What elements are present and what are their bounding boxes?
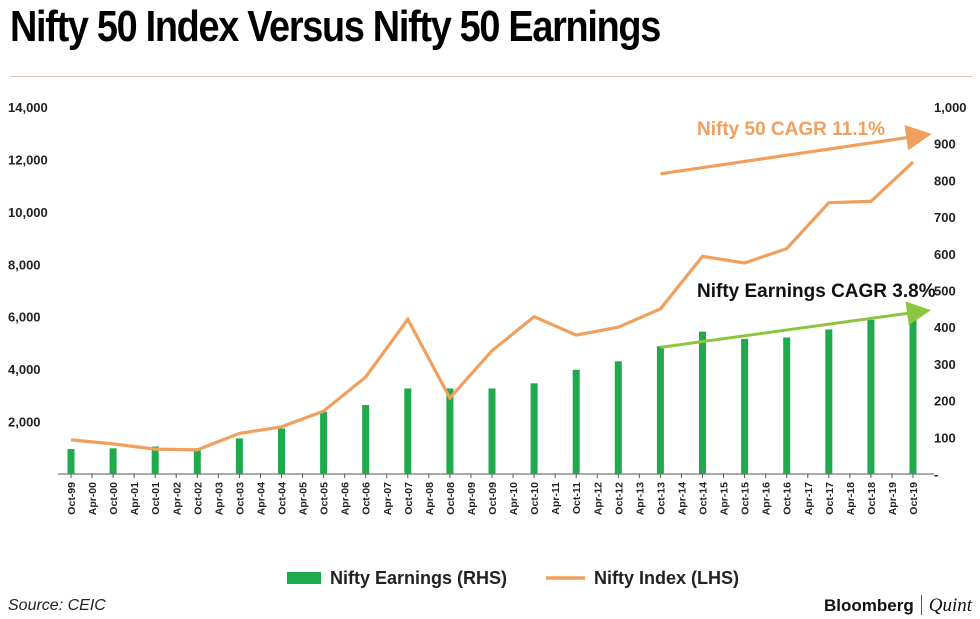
earnings-bar [235,438,243,474]
x-tick-label: Apr-14 [676,482,688,515]
x-tick-label: Oct-12 [613,482,625,515]
x-tick-label: Oct-00 [108,482,120,515]
x-tick-label: Apr-12 [592,482,604,515]
earnings-bar [783,337,791,474]
legend-earnings-swatch [287,572,321,584]
y-left-tick-label: 12,000 [8,152,48,167]
earnings-cagr-label: Nifty Earnings CAGR 3.8% [697,281,936,302]
x-tick-label: Oct-99 [66,482,78,515]
x-tick-label: Oct-17 [824,482,836,515]
earnings-cagr-arrow [660,301,931,349]
earnings-bar [699,331,706,474]
x-tick-label: Oct-02 [192,482,204,515]
x-tick-label: Oct-09 [487,482,499,515]
x-tick-label: Oct-03 [234,482,246,515]
x-tick-label: Oct-10 [529,482,541,515]
y-right-tick-label: 300 [934,357,956,372]
title-divider [10,76,972,77]
x-tick-label: Apr-05 [298,482,310,515]
x-tick-label: Oct-11 [571,482,583,514]
x-tick-label: Apr-11 [550,482,562,515]
index-cagr-label: Nifty 50 CAGR 11.1% [697,119,885,140]
x-tick-label: Apr-09 [466,482,478,515]
y-right-tick-label: 700 [934,210,956,225]
x-tick-label: Apr-01 [129,482,141,515]
brand-logo: Bloomberg Quint [824,595,972,617]
brand-name-secondary: Quint [928,595,972,616]
chart-title: Nifty 50 Index Versus Nifty 50 Earnings [10,2,661,51]
x-tick-label: Oct-14 [698,482,710,515]
y-left-tick-label: 14,000 [8,100,48,115]
earnings-bar [741,338,749,474]
earnings-bar [909,312,917,474]
y-left-tick-label: 6,000 [8,310,41,325]
x-tick-label: Oct-04 [277,482,289,515]
x-tick-label: Apr-02 [171,482,183,515]
earnings-bar [362,405,370,474]
legend-index-label: Nifty Index (LHS) [594,568,739,588]
x-tick-label: Apr-18 [845,482,857,515]
index-line [70,160,915,452]
earnings-bar [278,428,285,474]
y-right-tick-label: 1,000 [934,100,967,115]
earnings-bar [530,383,538,474]
legend-earnings-label: Nifty Earnings (RHS) [330,568,507,588]
x-tick-label: Oct-15 [740,482,752,515]
earnings-bar [446,388,454,474]
earnings-bar [825,329,833,474]
earnings-bar [614,361,622,474]
earnings-bar [151,446,159,474]
x-tick-label: Oct-01 [150,482,162,515]
x-tick-label: Apr-04 [255,482,267,515]
y-right-tick-label: 500 [934,284,956,299]
y-left-tick-label: 10,000 [8,205,48,220]
earnings-bar [404,388,412,474]
brand-divider [920,595,922,615]
x-tick-label: Oct-19 [908,482,920,515]
y-right-tick-label: 400 [934,320,956,335]
y-right-tick-label: 800 [934,173,956,188]
earnings-bar [67,449,75,474]
index-cagr-arrow [660,125,932,176]
earnings-bar [109,448,117,474]
x-tick-label: Apr-07 [382,482,394,515]
brand-name-primary: Bloomberg [823,596,914,615]
y-left-tick-label: 8,000 [8,257,41,272]
earnings-bar [867,319,875,474]
y-right-tick-label: 600 [934,247,956,262]
y-right-tick-label: 900 [934,137,956,152]
x-tick-label: Apr-00 [87,482,99,515]
x-tick-label: Oct-07 [403,482,415,515]
x-tick-label: Apr-17 [803,482,815,515]
source-note: Source: CEIC [8,597,106,614]
earnings-bar [193,448,201,474]
x-tick-label: Apr-16 [761,482,773,515]
x-tick-label: Oct-08 [445,482,457,515]
y-right-tick-label: 100 [934,430,956,445]
earnings-bar [320,411,328,474]
x-tick-label: Apr-10 [508,482,520,515]
x-tick-label: Apr-03 [213,482,225,515]
x-tick-label: Apr-13 [634,482,646,515]
x-tick-label: Apr-08 [424,482,436,515]
y-right-tick-label: - [934,467,938,482]
earnings-bar [572,369,580,474]
x-tick-label: Apr-15 [719,482,731,515]
x-tick-label: Apr-06 [340,482,352,515]
x-tick-label: Apr-19 [887,482,899,515]
x-tick-label: Oct-16 [782,482,794,515]
x-tick-label: Oct-13 [655,482,667,515]
y-left-tick-label: 2,000 [8,415,41,430]
earnings-bar [656,346,664,474]
x-tick-label: Oct-06 [361,482,373,515]
earnings-bar [488,388,496,474]
y-right-tick-label: 200 [934,394,956,409]
x-tick-label: Oct-05 [319,482,331,515]
x-tick-label: Oct-18 [866,482,878,515]
y-left-tick-label: 4,000 [8,362,41,377]
